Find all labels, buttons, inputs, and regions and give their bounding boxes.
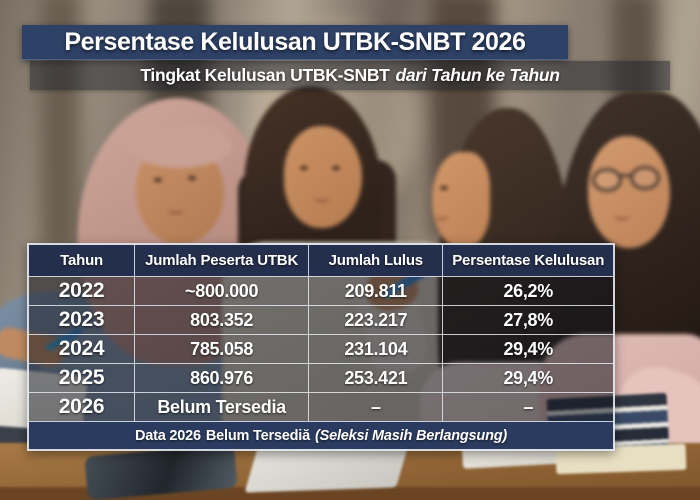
hijab-rim bbox=[128, 122, 232, 168]
subtitle-main: Tingkat Kelulusan UTBK-SNBT bbox=[140, 65, 390, 85]
table-row: 2024 785.058 231.104 29,4% bbox=[29, 334, 613, 363]
footer-bold: Belum Tersediă bbox=[205, 427, 310, 444]
lulus-cell: 231.104 bbox=[308, 335, 442, 363]
table-row: 2026 Belum Tersedia – – bbox=[29, 392, 613, 421]
table-row: 2023 803.352 223.217 27,8% bbox=[29, 305, 613, 334]
footer-prefix: Data 2026 bbox=[134, 427, 201, 444]
persentase-cell: – bbox=[442, 393, 613, 421]
data-table: Tahun Jumlah Peserta UTBK Jumlah Lulus P… bbox=[27, 243, 615, 451]
title-banner: Persentase Kelulusan UTBK-SNBT 2026 bbox=[22, 25, 568, 60]
eye bbox=[440, 186, 448, 190]
page-title: Persentase Kelulusan UTBK-SNBT 2026 bbox=[64, 27, 526, 56]
eye bbox=[300, 166, 308, 170]
persentase-cell: 27,8% bbox=[442, 306, 613, 334]
year-cell: 2023 bbox=[58, 308, 105, 331]
glasses-student-face bbox=[588, 136, 670, 248]
smile bbox=[314, 194, 330, 202]
footer-italic: (Seleksi Masih Berlangsung) bbox=[315, 427, 508, 444]
persentase-cell: 29,4% bbox=[442, 364, 613, 392]
column-header-persentase: Persentase Kelulusan bbox=[442, 245, 613, 276]
persentase-cell: 29,4% bbox=[442, 335, 613, 363]
glasses-icon bbox=[592, 168, 622, 192]
subtitle-italic: dari Tahun ke Tahun bbox=[395, 65, 560, 85]
eye bbox=[154, 178, 162, 182]
lulus-cell: 223.217 bbox=[308, 306, 442, 334]
year-cell: 2025 bbox=[58, 366, 105, 389]
year-cell: 2026 bbox=[58, 395, 105, 418]
eye bbox=[332, 166, 340, 170]
peserta-cell: 803.352 bbox=[134, 306, 308, 334]
persentase-cell: 26,2% bbox=[442, 277, 613, 305]
eye bbox=[188, 176, 196, 180]
column-header-tahun: Tahun bbox=[60, 252, 103, 269]
smile bbox=[614, 212, 630, 220]
lulus-cell: 253.421 bbox=[308, 364, 442, 392]
centre-student-face bbox=[284, 126, 362, 228]
profile-student-face bbox=[432, 152, 490, 248]
year-cell: 2024 bbox=[58, 337, 105, 360]
table-row: 2025 860.976 253.421 29,4% bbox=[29, 363, 613, 392]
table-header-row: Tahun Jumlah Peserta UTBK Jumlah Lulus P… bbox=[29, 245, 613, 276]
column-header-lulus: Jumlah Lulus bbox=[308, 245, 442, 276]
subtitle-bar: Tingkat Kelulusan UTBK-SNBT dari Tahun k… bbox=[30, 61, 670, 90]
table-row: 2022 ~800.000 209.811 26,2% bbox=[29, 276, 613, 305]
glasses-bridge bbox=[620, 174, 632, 177]
smile bbox=[168, 206, 184, 214]
peserta-cell: ~800.000 bbox=[134, 277, 308, 305]
column-header-peserta: Jumlah Peserta UTBK bbox=[134, 245, 308, 276]
lulus-cell: 209.811 bbox=[308, 277, 442, 305]
lulus-cell: – bbox=[308, 393, 442, 421]
year-cell: 2022 bbox=[58, 279, 105, 302]
peserta-cell: 860.976 bbox=[134, 364, 308, 392]
table-footer-note: Data 2026 Belum Tersediă (Seleksi Masih … bbox=[29, 421, 613, 449]
glasses-icon bbox=[630, 166, 660, 190]
peserta-cell: 785.058 bbox=[134, 335, 308, 363]
smile bbox=[436, 212, 448, 220]
peserta-cell: Belum Tersedia bbox=[134, 393, 308, 421]
